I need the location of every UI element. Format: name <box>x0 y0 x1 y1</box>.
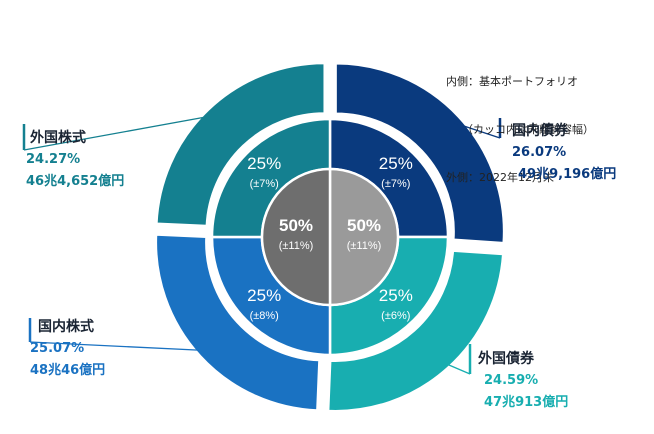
note-line-inner: 内側：基本ポートフォリオ <box>446 75 578 88</box>
callout-percent: 25.07% <box>30 341 85 356</box>
inner-ring <box>260 167 400 307</box>
middle-percent-label: 25% <box>379 154 413 173</box>
middle-band-label: (±7%) <box>250 178 279 190</box>
callout-label: 外国債券 <box>478 351 534 367</box>
middle-percent-label: 25% <box>247 154 281 173</box>
leader-line-foreign-bonds <box>441 361 471 375</box>
callout-domestic-stocks: 国内株式 25.07% 48兆46億円 <box>30 316 105 382</box>
callout-percent: 24.59% <box>484 373 539 388</box>
outer-slice-domestic-bonds <box>334 62 505 244</box>
note-line-outer: 外側：2022年12月末 <box>446 171 554 184</box>
callout-amount: 47兆913億円 <box>484 395 569 410</box>
callout-leaders <box>22 114 502 375</box>
outer-ring <box>155 62 505 412</box>
middle-band-label: (±7%) <box>381 178 410 190</box>
callout-foreign-stocks: 外国株式 24.27% 46兆4,652億円 <box>26 127 124 193</box>
ring-labels: 25% (±7%) 25% (±6%) 25% (±8%) 25% (±7%) 50% (±11%… <box>247 154 413 322</box>
callout-foreign-bonds: 外国債券 24.59% 47兆913億円 <box>478 348 568 414</box>
chart-note: 内側：基本ポートフォリオ （カッコ内は乖離許容幅） 外側：2022年12月末 <box>446 42 594 202</box>
note-line-band: （カッコ内は乖離許容幅） <box>462 123 594 136</box>
inner-band-label: (±11%) <box>279 240 314 252</box>
callout-amount: 49兆9,196億円 <box>518 167 617 182</box>
middle-percent-label: 25% <box>379 286 413 305</box>
callout-label: 国内株式 <box>38 319 94 335</box>
callout-label: 国内債券 <box>512 123 568 139</box>
outer-slice-foreign-bonds <box>327 249 505 412</box>
middle-band-label: (±8%) <box>250 310 279 322</box>
leader-line-domestic-stocks <box>29 341 207 352</box>
inner-slice-stocks-half <box>260 167 332 307</box>
middle-band-label: (±6%) <box>381 310 410 322</box>
leader-line-domestic-bonds <box>452 121 501 139</box>
outer-slice-domestic-stocks <box>155 233 321 412</box>
inner-slice-bonds-half <box>328 167 400 307</box>
middle-percent-label: 25% <box>247 286 281 305</box>
callout-amount: 48兆46億円 <box>30 363 106 378</box>
leader-line-foreign-stocks <box>23 114 215 151</box>
callout-percent: 26.07% <box>512 145 567 160</box>
outer-slice-foreign-stocks <box>155 62 326 227</box>
callout-percent: 24.27% <box>26 152 81 167</box>
callout-domestic-bonds: 国内債券 26.07% 49兆9,196億円 <box>512 120 616 186</box>
callout-amount: 46兆4,652億円 <box>26 174 125 189</box>
inner-band-label: (±11%) <box>347 240 382 252</box>
callout-label: 外国株式 <box>30 130 86 146</box>
inner-percent-label: 50% <box>347 216 381 235</box>
inner-percent-label: 50% <box>279 216 313 235</box>
